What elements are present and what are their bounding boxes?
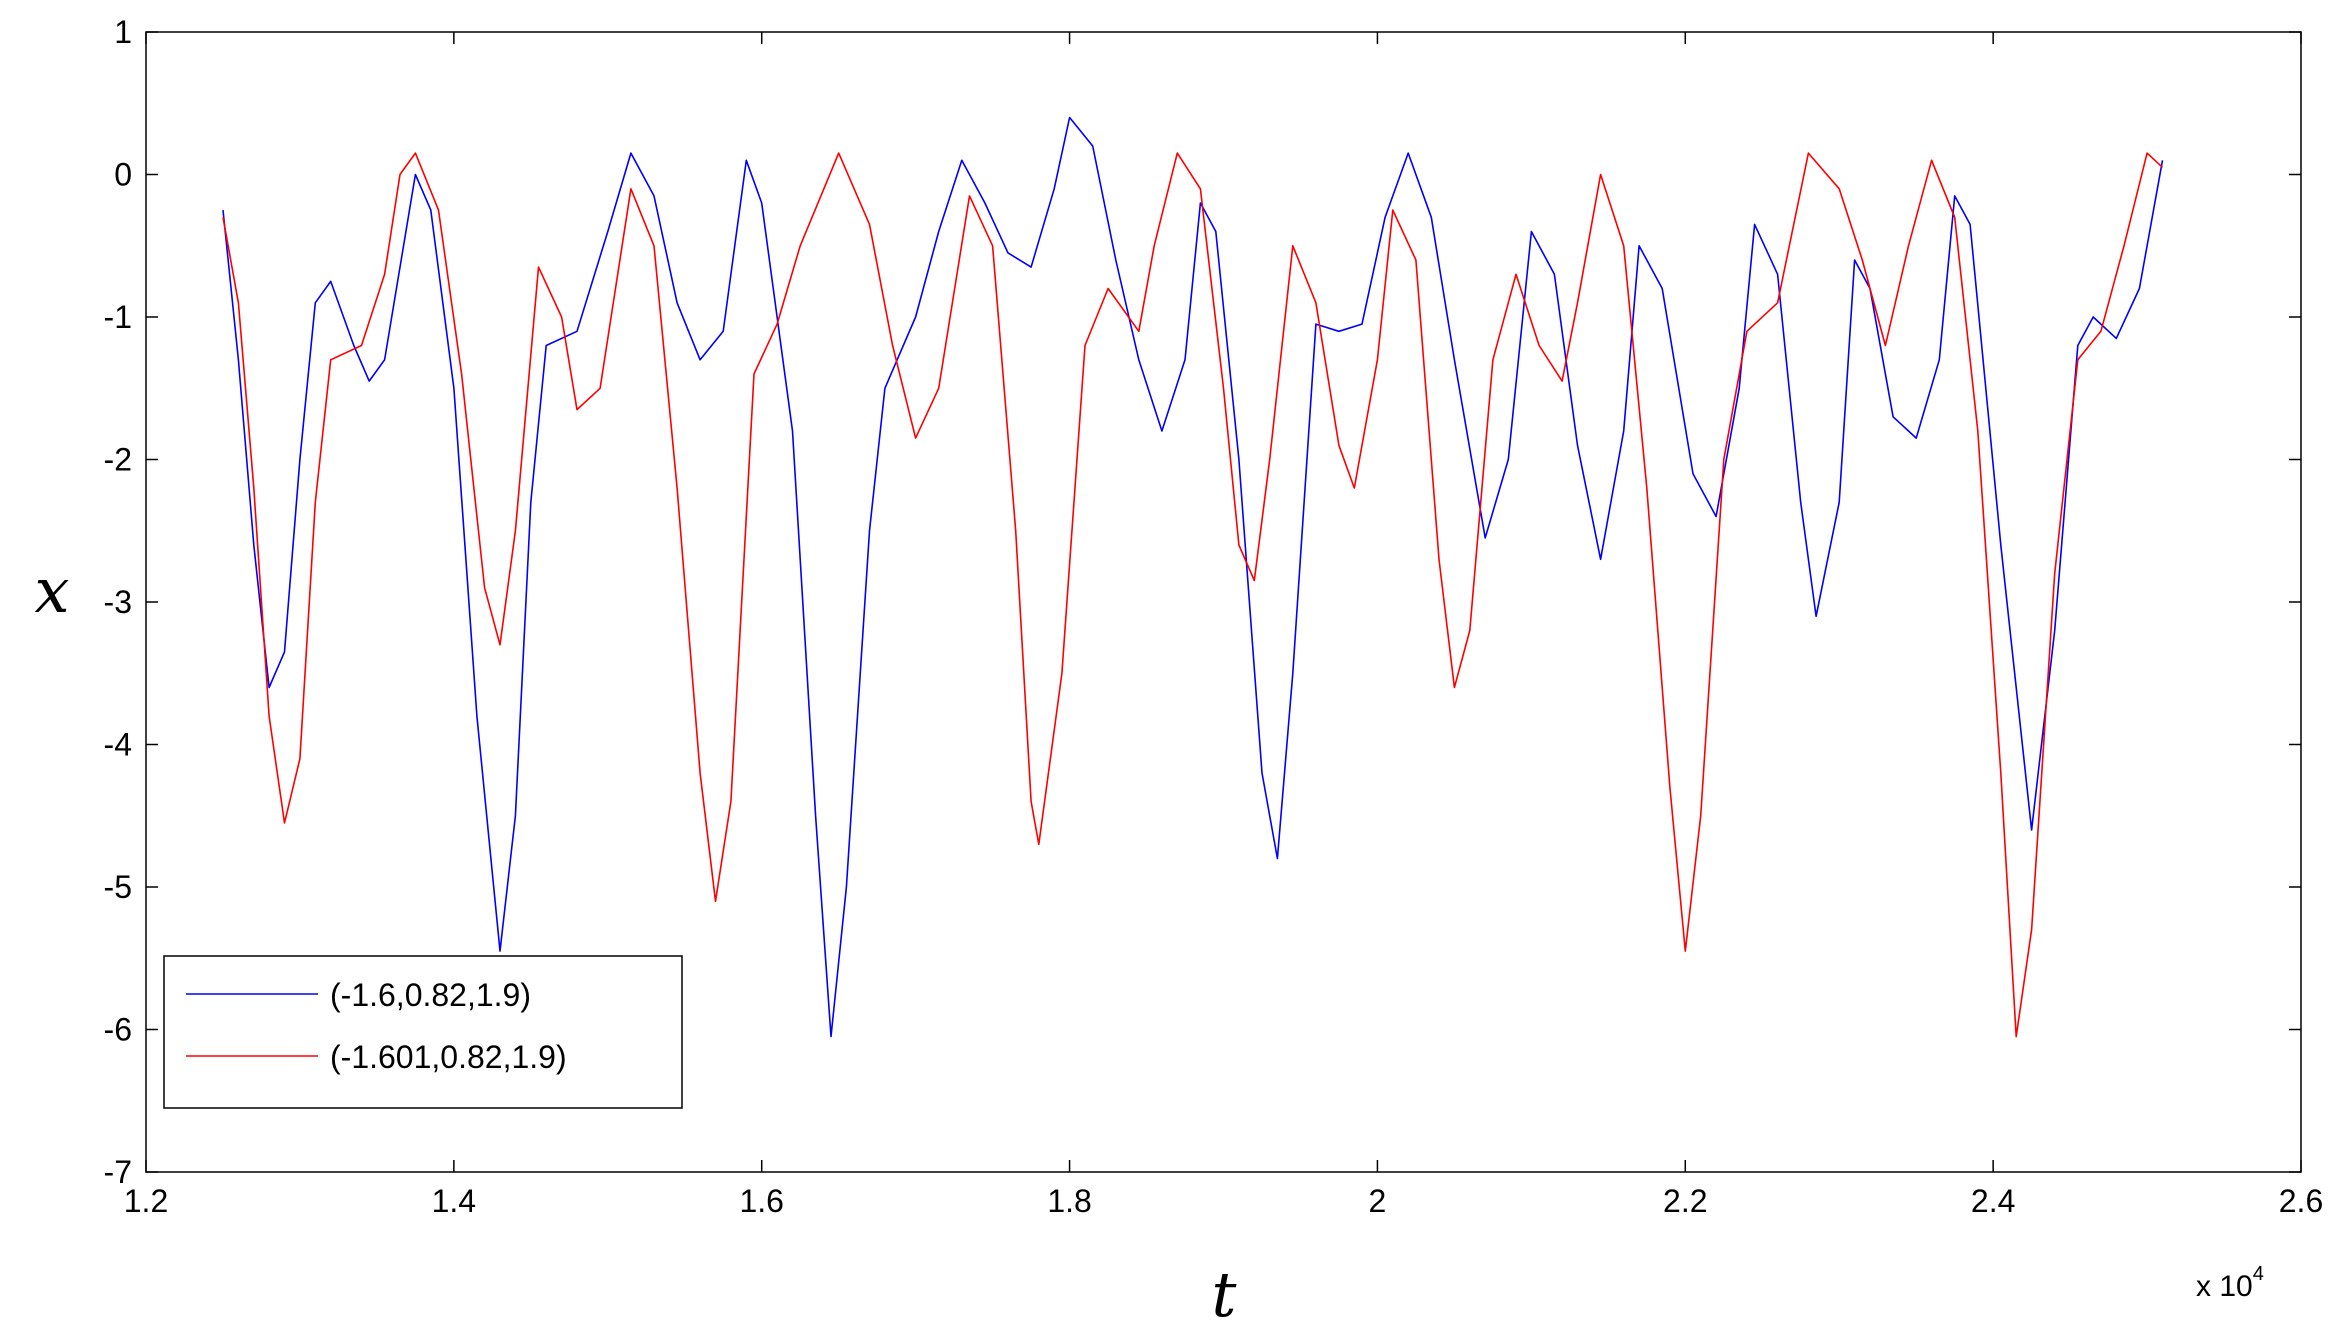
legend: (-1.6,0.82,1.9) (-1.601,0.82,1.9): [163, 955, 683, 1109]
y-tick-label: -7: [104, 1154, 132, 1190]
x-tick-label: 1.2: [124, 1183, 168, 1219]
series-line-1: [222, 116, 2164, 1038]
y-tick-label: -2: [104, 442, 132, 478]
x-axis-multiplier-base: x 10: [2196, 1270, 2253, 1303]
x-axis-label: t: [1212, 1258, 1237, 1331]
y-tick-label: -4: [104, 727, 132, 763]
x-tick-label: 1.8: [1047, 1183, 1091, 1219]
legend-label-series-1: (-1.6,0.82,1.9): [330, 977, 531, 1013]
legend-label-series-2: (-1.601,0.82,1.9): [330, 1039, 567, 1075]
x-tick-label: 1.6: [739, 1183, 783, 1219]
x-tick-label: 1.4: [432, 1183, 476, 1219]
y-tick-label: 1: [114, 14, 132, 50]
x-tick-label: 2.2: [1663, 1183, 1707, 1219]
y-tick-label: -5: [104, 869, 132, 905]
y-tick-label: -6: [104, 1012, 132, 1048]
x-tick-label: 2.6: [2279, 1183, 2323, 1219]
y-axis-label: x: [35, 554, 70, 627]
tick-label-layer: 1.2 1.4 1.6 1.8 2 2.2 2.4 2.6 1 0 -1 -2 -3 -4 -5 -6 -7: [104, 14, 2324, 1219]
x-axis-multiplier: x 104: [2196, 1263, 2264, 1303]
series-layer: [222, 116, 2164, 1038]
axes-frame: [145, 31, 2302, 1173]
y-tick-label: -1: [104, 299, 132, 335]
y-tick-label: -3: [104, 584, 132, 620]
series-line-2: [222, 152, 2164, 1038]
y-tick-label: 0: [114, 157, 132, 193]
x-tick-label: 2.4: [1971, 1183, 2015, 1219]
x-axis-multiplier-exponent: 4: [2253, 1263, 2264, 1285]
legend-box: [163, 955, 683, 1109]
x-tick-label: 2: [1369, 1183, 1387, 1219]
